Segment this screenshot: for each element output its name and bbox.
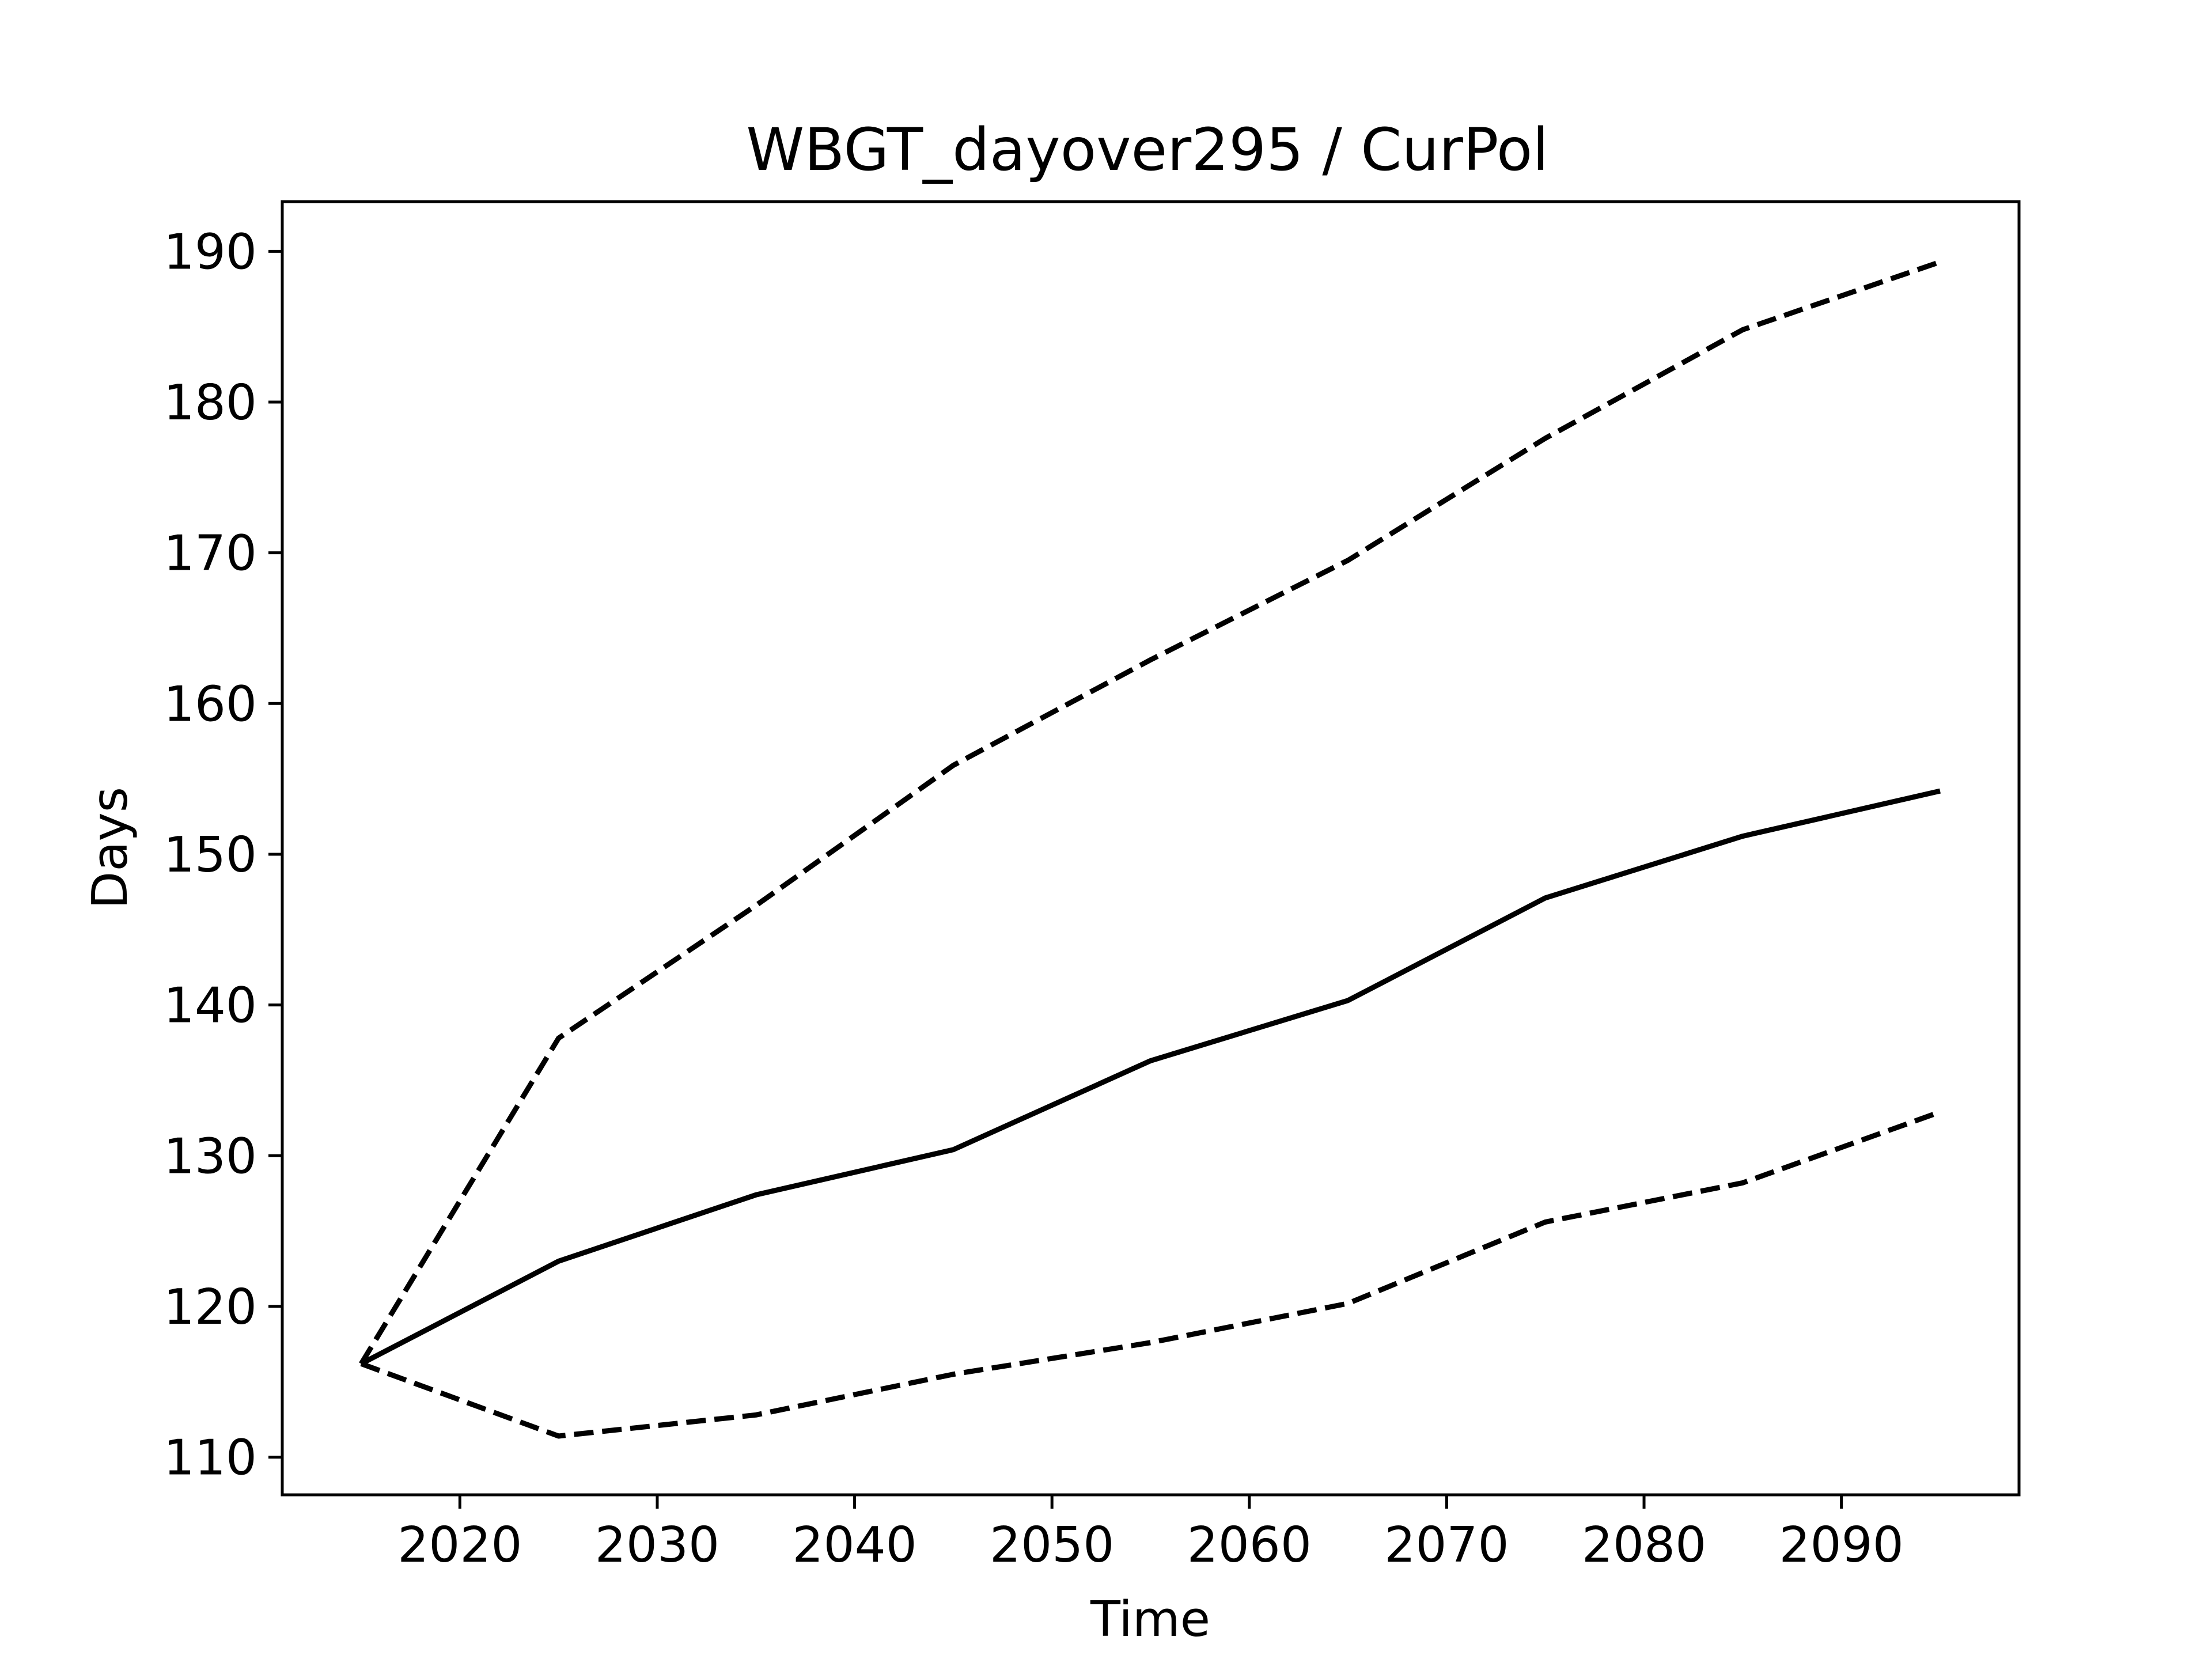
series-line-3 xyxy=(360,1109,1941,1439)
y-tick-label: 160 xyxy=(164,676,257,733)
y-tick-label: 130 xyxy=(164,1128,257,1185)
x-tick-label: 2090 xyxy=(1779,1517,1903,1574)
x-tick-label: 2070 xyxy=(1384,1517,1509,1574)
chart-title: WBGT_dayover295 / CurPol xyxy=(746,116,1548,184)
x-tick-label: 2050 xyxy=(990,1517,1114,1574)
x-tick-label: 2040 xyxy=(792,1517,916,1574)
ticks-layer: 2020 2030 2040 2050 2060 2070 2080 2090 110 120 13… xyxy=(164,224,1904,1574)
x-axis-label: Time xyxy=(1090,1591,1210,1648)
y-tick-label: 150 xyxy=(164,827,257,884)
y-tick-label: 120 xyxy=(164,1279,257,1336)
y-tick-label: 170 xyxy=(164,525,257,582)
y-tick-label: 180 xyxy=(164,374,257,431)
y-tick-label: 140 xyxy=(164,978,257,1035)
x-tick-label: 2080 xyxy=(1582,1517,1706,1574)
series-line-2 xyxy=(359,788,1941,1366)
x-tick-label: 2060 xyxy=(1187,1517,1312,1574)
x-tick-label: 2030 xyxy=(595,1517,719,1574)
series-layer xyxy=(359,259,1941,1439)
x-tick-label: 2020 xyxy=(397,1517,522,1574)
y-tick-label: 110 xyxy=(164,1430,257,1487)
y-tick-label: 190 xyxy=(164,224,257,281)
y-axis-label: Days xyxy=(82,787,139,909)
plot-frame xyxy=(281,200,2021,1497)
series-line-1 xyxy=(359,259,1941,1365)
